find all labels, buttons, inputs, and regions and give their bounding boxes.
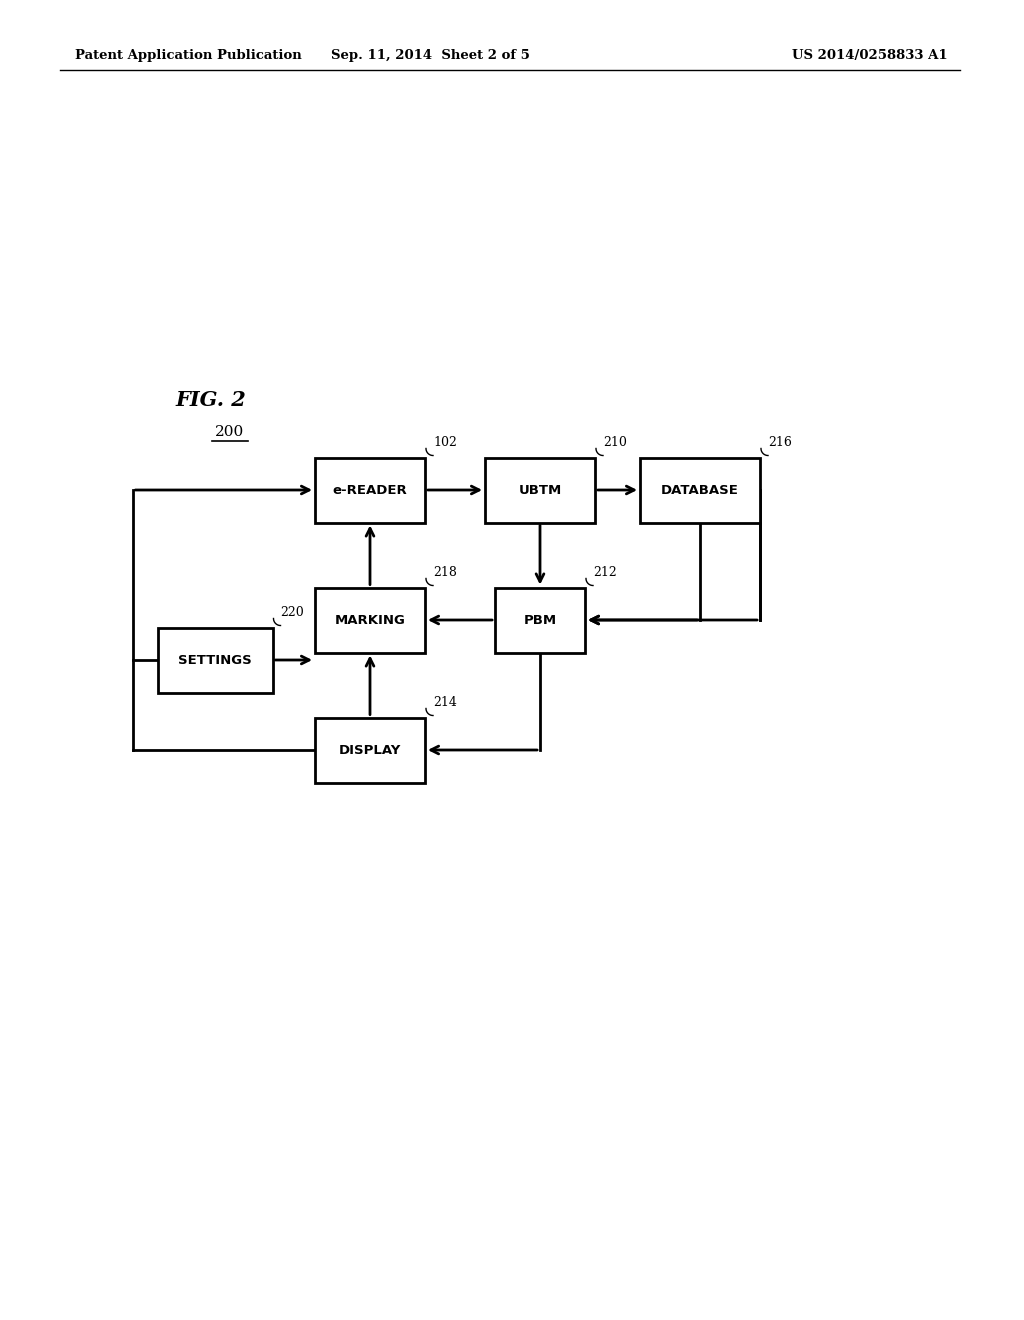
Text: 220: 220 — [281, 606, 304, 619]
Text: Sep. 11, 2014  Sheet 2 of 5: Sep. 11, 2014 Sheet 2 of 5 — [331, 49, 529, 62]
Bar — [315, 458, 425, 523]
Bar — [315, 587, 425, 652]
Text: 210: 210 — [603, 437, 627, 450]
Text: Patent Application Publication: Patent Application Publication — [75, 49, 302, 62]
Text: 102: 102 — [433, 437, 457, 450]
Text: DISPLAY: DISPLAY — [339, 743, 401, 756]
Text: 218: 218 — [433, 566, 457, 579]
Bar — [640, 458, 760, 523]
Bar — [315, 718, 425, 783]
Text: e-READER: e-READER — [333, 483, 408, 496]
Bar — [158, 627, 272, 693]
Text: 216: 216 — [768, 437, 792, 450]
Text: MARKING: MARKING — [335, 614, 406, 627]
Text: 200: 200 — [215, 425, 245, 440]
Text: DATABASE: DATABASE — [662, 483, 739, 496]
Text: 212: 212 — [593, 566, 616, 579]
Text: PBM: PBM — [523, 614, 557, 627]
Text: UBTM: UBTM — [518, 483, 561, 496]
Text: FIG. 2: FIG. 2 — [175, 389, 246, 411]
Text: US 2014/0258833 A1: US 2014/0258833 A1 — [793, 49, 948, 62]
Bar — [495, 587, 585, 652]
Bar — [485, 458, 595, 523]
Text: 214: 214 — [433, 697, 457, 710]
Text: SETTINGS: SETTINGS — [178, 653, 252, 667]
